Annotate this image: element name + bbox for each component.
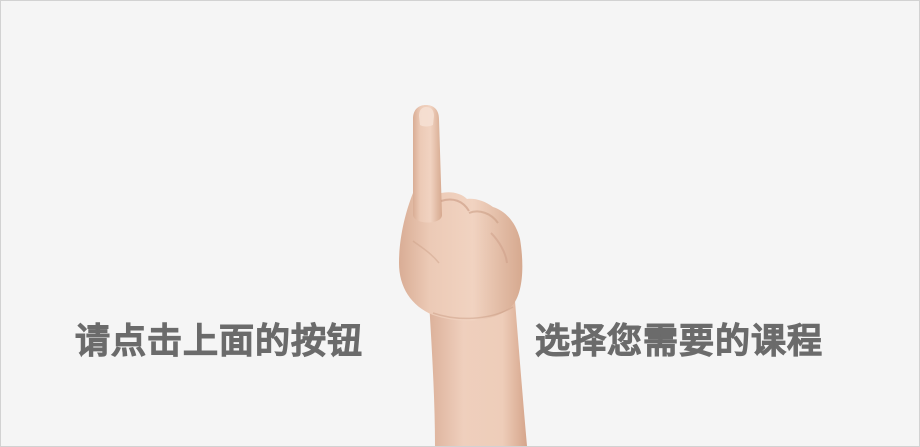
hint-text-right: 选择您需要的课程 — [535, 322, 824, 363]
hint-text-left: 请点击上面的按钮 — [75, 322, 364, 363]
